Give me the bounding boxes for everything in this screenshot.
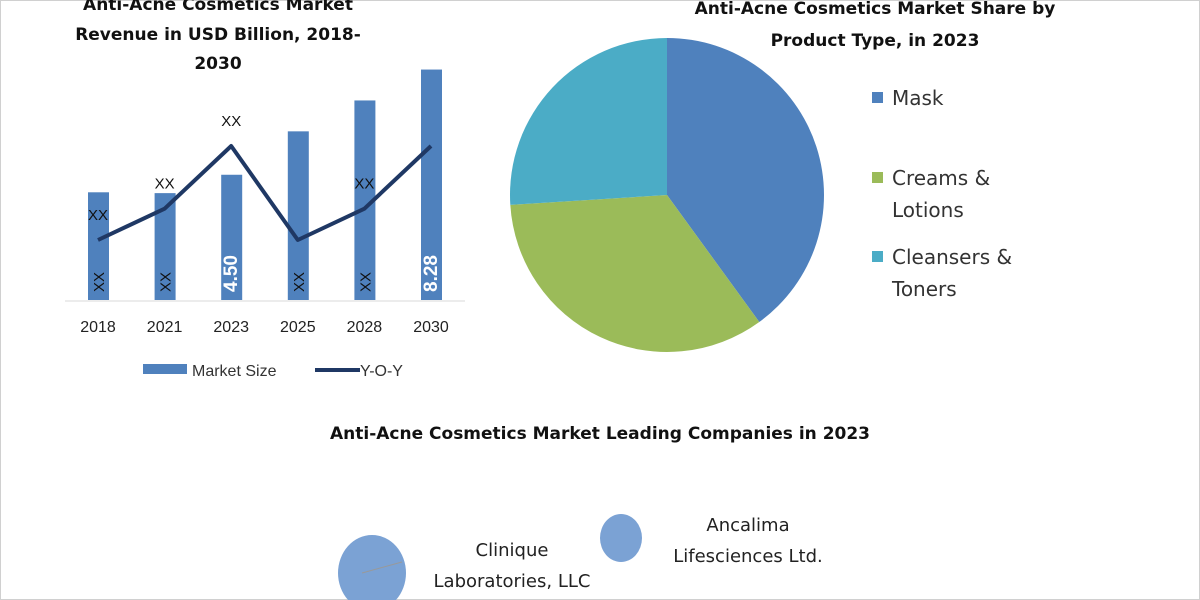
bar-2021 xyxy=(154,193,176,300)
x-tick-label: 2021 xyxy=(147,319,183,336)
x-tick-label: 2030 xyxy=(413,319,449,336)
x-tick-label: 2023 xyxy=(213,319,249,336)
x-tick-label: 2025 xyxy=(280,319,316,336)
yoy-line xyxy=(97,144,433,242)
legend-market-size: Market Size xyxy=(192,363,277,380)
pie-title-line-2: Product Type, in 2023 xyxy=(771,31,980,51)
bar-title-line-3: 2030 xyxy=(194,54,241,74)
pie-legend-swatch xyxy=(872,251,883,262)
legend-swatch-market-size xyxy=(143,364,187,374)
bar-chart: Anti-Acne Cosmetics Market Revenue in US… xyxy=(65,0,465,380)
bubble-label-clinique-1: Clinique xyxy=(476,540,549,561)
pie-title-line-1: Anti-Acne Cosmetics Market Share by xyxy=(695,0,1056,19)
legend-yoy: Y-O-Y xyxy=(360,363,403,380)
bar-data-label: 8.28 xyxy=(421,255,442,292)
bar-data-label: XX xyxy=(291,272,308,292)
yoy-data-label: XX xyxy=(88,207,108,224)
bubble-ancalima xyxy=(600,514,642,562)
bar-title-line-2: Revenue in USD Billion, 2018- xyxy=(75,25,361,45)
bar-2025 xyxy=(287,131,309,300)
pie-legend-label: Mask xyxy=(892,86,944,110)
bubble-title: Anti-Acne Cosmetics Market Leading Compa… xyxy=(330,424,870,444)
yoy-data-label: XX xyxy=(354,176,374,193)
pie-legend-label: Lotions xyxy=(892,198,964,222)
pie-legend-label: Toners xyxy=(891,277,957,301)
yoy-data-label: XX xyxy=(221,113,241,130)
bar-data-label: XX xyxy=(91,272,108,292)
pie-legend-swatch xyxy=(872,172,883,183)
pie-slice-0 xyxy=(667,38,824,323)
leader-line xyxy=(361,561,403,574)
bar-title-line-1: Anti-Acne Cosmetics Market xyxy=(83,0,353,15)
bar-2018 xyxy=(88,192,109,300)
bubble-clinique xyxy=(338,535,406,600)
bar-data-label: XX xyxy=(357,272,374,292)
bar-data-label: 4.50 xyxy=(221,255,242,292)
pie-slice-1 xyxy=(510,195,760,353)
bar-2028 xyxy=(354,100,376,300)
x-tick-label: 2018 xyxy=(80,319,116,336)
pie-legend-label: Cleansers & xyxy=(892,245,1012,269)
pie-slice-2 xyxy=(510,38,667,205)
bubble-label-ancalima-1: Ancalima xyxy=(706,515,789,536)
bubble-label-ancalima-2: Lifesciences Ltd. xyxy=(673,546,823,567)
yoy-data-label: XX xyxy=(155,176,175,193)
pie-legend-swatch xyxy=(872,92,883,103)
bar-2030 xyxy=(421,69,442,300)
bubble-chart: Anti-Acne Cosmetics Market Leading Compa… xyxy=(330,424,870,600)
bar-data-label: XX xyxy=(158,272,175,292)
pie-chart: Anti-Acne Cosmetics Market Share by Prod… xyxy=(510,0,1056,353)
bar-2023 xyxy=(221,174,243,300)
x-tick-label: 2028 xyxy=(347,319,383,336)
pie-legend-label: Creams & xyxy=(892,166,990,190)
bubble-label-clinique-2: Laboratories, LLC xyxy=(434,571,591,592)
